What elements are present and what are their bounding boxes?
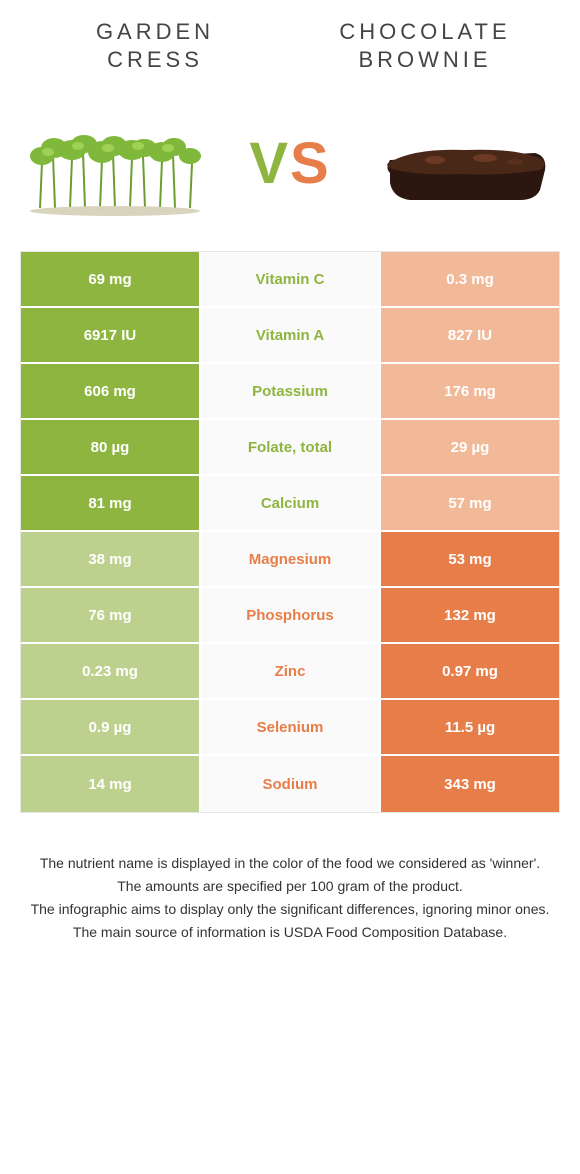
right-food-title: CHOCOLATE BROWNIE: [290, 18, 560, 73]
nutrient-name-cell: Zinc: [201, 644, 381, 698]
footnote-line: The amounts are specified per 100 gram o…: [20, 876, 560, 897]
nutrient-name-cell: Calcium: [201, 476, 381, 530]
table-row: 0.23 mgZinc0.97 mg: [21, 644, 559, 700]
left-food-title: GARDEN CRESS: [20, 18, 290, 73]
right-value-cell: 29 µg: [381, 420, 559, 474]
left-title-line1: GARDEN: [96, 19, 214, 44]
nutrient-name-cell: Selenium: [201, 700, 381, 754]
table-row: 6917 IUVitamin A827 IU: [21, 308, 559, 364]
table-row: 81 mgCalcium57 mg: [21, 476, 559, 532]
header: GARDEN CRESS CHOCOLATE BROWNIE: [0, 0, 580, 73]
left-value-cell: 80 µg: [21, 420, 201, 474]
nutrient-name-cell: Vitamin C: [201, 252, 381, 306]
table-row: 38 mgMagnesium53 mg: [21, 532, 559, 588]
right-value-cell: 827 IU: [381, 308, 559, 362]
nutrient-name-cell: Magnesium: [201, 532, 381, 586]
table-row: 14 mgSodium343 mg: [21, 756, 559, 812]
left-value-cell: 0.9 µg: [21, 700, 201, 754]
nutrient-table: 69 mgVitamin C0.3 mg6917 IUVitamin A827 …: [20, 251, 560, 813]
right-value-cell: 132 mg: [381, 588, 559, 642]
left-value-cell: 81 mg: [21, 476, 201, 530]
right-value-cell: 0.3 mg: [381, 252, 559, 306]
left-value-cell: 0.23 mg: [21, 644, 201, 698]
nutrient-name-cell: Vitamin A: [201, 308, 381, 362]
table-row: 0.9 µgSelenium11.5 µg: [21, 700, 559, 756]
left-title-line2: CRESS: [107, 47, 203, 72]
right-title-line1: CHOCOLATE: [339, 19, 510, 44]
nutrient-name-cell: Potassium: [201, 364, 381, 418]
footnote-line: The main source of information is USDA F…: [20, 922, 560, 943]
table-row: 69 mgVitamin C0.3 mg: [21, 252, 559, 308]
footnote-line: The infographic aims to display only the…: [20, 899, 560, 920]
right-value-cell: 343 mg: [381, 756, 559, 812]
left-value-cell: 14 mg: [21, 756, 201, 812]
left-value-cell: 6917 IU: [21, 308, 201, 362]
table-row: 606 mgPotassium176 mg: [21, 364, 559, 420]
chocolate-brownie-image: [370, 103, 560, 223]
footnote-line: The nutrient name is displayed in the co…: [20, 853, 560, 874]
right-value-cell: 0.97 mg: [381, 644, 559, 698]
nutrient-name-cell: Sodium: [201, 756, 381, 812]
nutrient-name-cell: Folate, total: [201, 420, 381, 474]
vs-label: VS: [249, 130, 330, 197]
left-value-cell: 38 mg: [21, 532, 201, 586]
garden-cress-image: [20, 103, 210, 223]
right-value-cell: 57 mg: [381, 476, 559, 530]
left-value-cell: 606 mg: [21, 364, 201, 418]
table-row: 76 mgPhosphorus132 mg: [21, 588, 559, 644]
right-value-cell: 53 mg: [381, 532, 559, 586]
right-value-cell: 11.5 µg: [381, 700, 559, 754]
left-value-cell: 76 mg: [21, 588, 201, 642]
table-row: 80 µgFolate, total29 µg: [21, 420, 559, 476]
nutrient-name-cell: Phosphorus: [201, 588, 381, 642]
right-value-cell: 176 mg: [381, 364, 559, 418]
right-title-line2: BROWNIE: [358, 47, 491, 72]
footnotes: The nutrient name is displayed in the co…: [0, 813, 580, 943]
vs-s: S: [290, 131, 331, 196]
vs-row: VS: [0, 73, 580, 251]
vs-v: V: [249, 131, 290, 196]
left-value-cell: 69 mg: [21, 252, 201, 306]
